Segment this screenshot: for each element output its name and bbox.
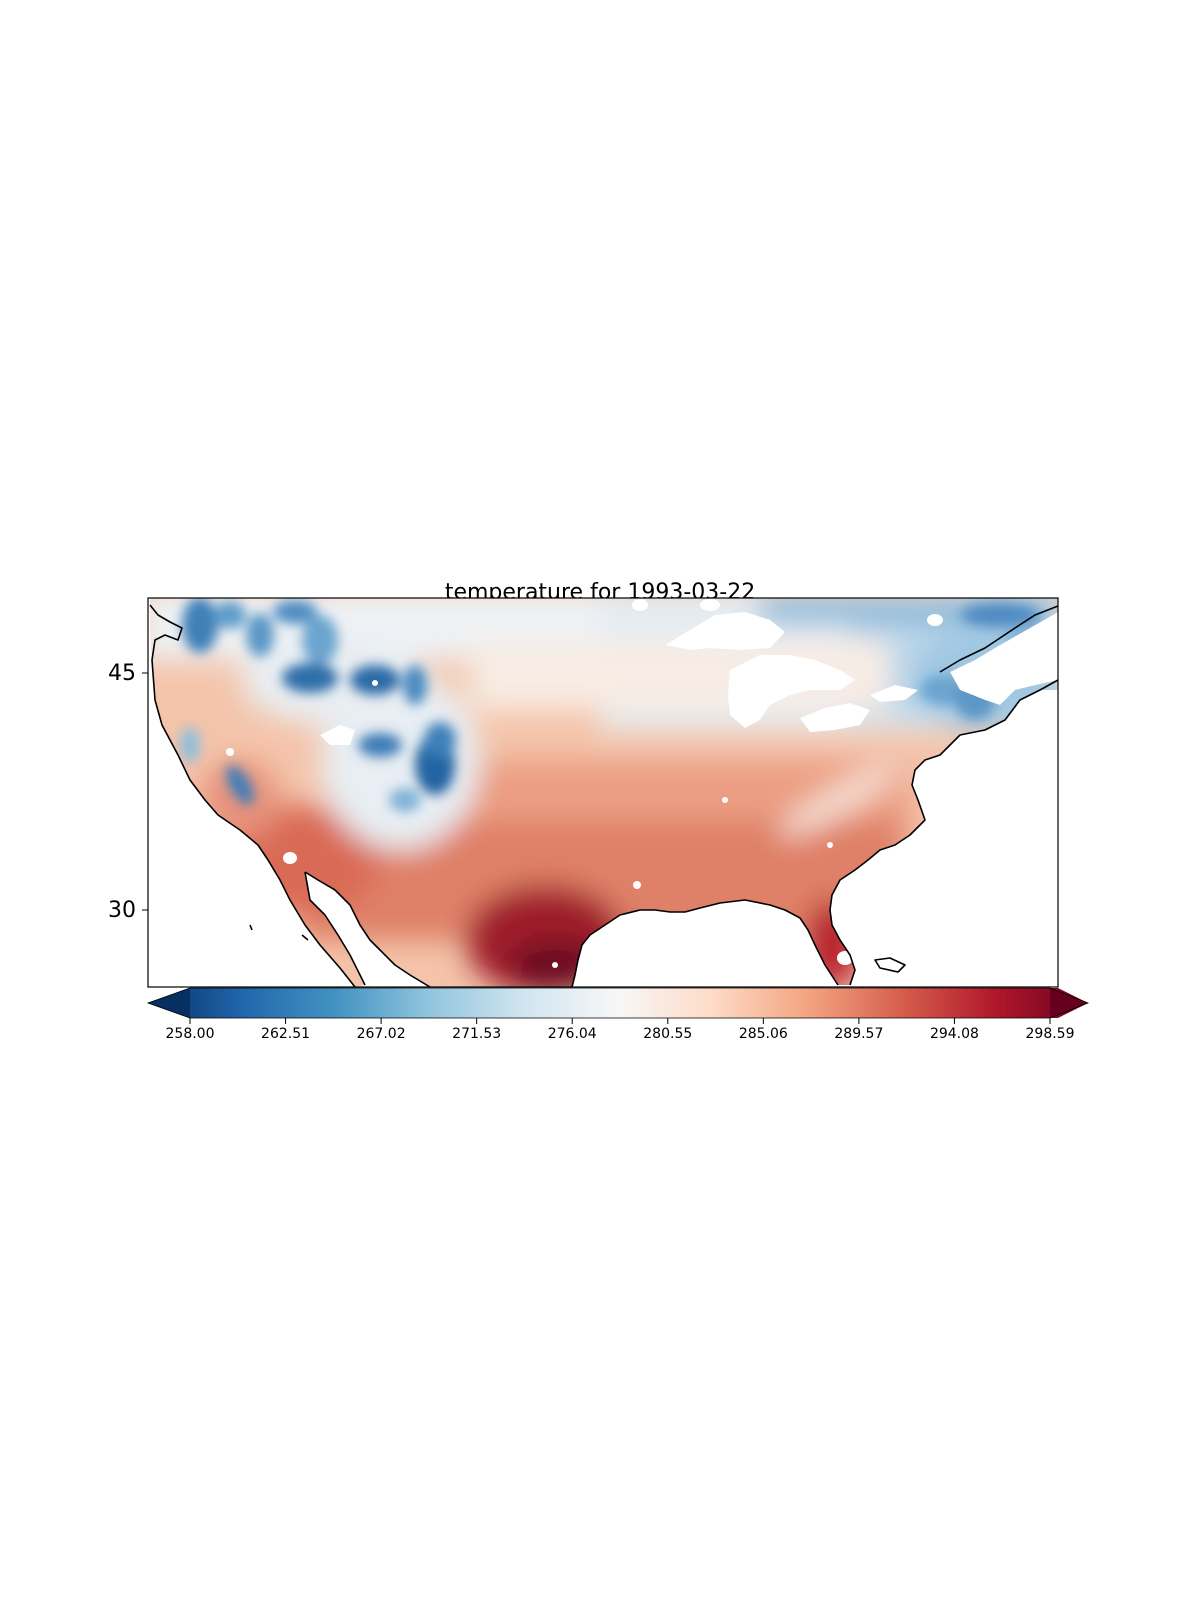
colorbar-tick-label: 289.57 [834,1026,884,1042]
colorbar-tick-label: 280.55 [643,1026,693,1042]
colorbar-tick-label: 262.51 [261,1026,311,1042]
ytick-45: 45 [108,661,136,686]
colorbar-tick-label: 285.06 [738,1026,788,1042]
colorbar-tick-label: 258.00 [165,1026,215,1042]
colorbar-tick-label: 294.08 [929,1026,979,1042]
ytick-30: 30 [108,898,136,923]
colorbar-tick-label: 276.04 [547,1026,597,1042]
colorbar-tick-label: 271.53 [452,1026,502,1042]
colorbar-tick-label: 267.02 [356,1026,406,1042]
colorbar-tick-label: 298.59 [1025,1026,1075,1042]
